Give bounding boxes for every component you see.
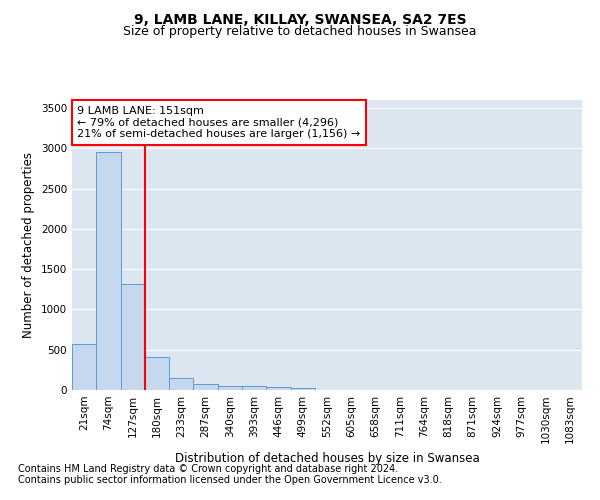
Bar [218, 386, 242, 390]
Bar [145, 356, 169, 390]
Text: Contains public sector information licensed under the Open Government Licence v3: Contains public sector information licen… [18, 475, 442, 485]
Bar [242, 386, 266, 390]
Bar [169, 378, 193, 390]
Bar [290, 388, 315, 390]
Text: Contains HM Land Registry data © Crown copyright and database right 2024.: Contains HM Land Registry data © Crown c… [18, 464, 398, 474]
Bar [96, 152, 121, 390]
X-axis label: Distribution of detached houses by size in Swansea: Distribution of detached houses by size … [175, 452, 479, 465]
Bar [266, 387, 290, 390]
Bar [121, 284, 145, 390]
Text: 9, LAMB LANE, KILLAY, SWANSEA, SA2 7ES: 9, LAMB LANE, KILLAY, SWANSEA, SA2 7ES [134, 12, 466, 26]
Y-axis label: Number of detached properties: Number of detached properties [22, 152, 35, 338]
Text: Size of property relative to detached houses in Swansea: Size of property relative to detached ho… [123, 25, 477, 38]
Bar [193, 384, 218, 390]
Text: 9 LAMB LANE: 151sqm
← 79% of detached houses are smaller (4,296)
21% of semi-det: 9 LAMB LANE: 151sqm ← 79% of detached ho… [77, 106, 361, 139]
Bar [72, 344, 96, 390]
